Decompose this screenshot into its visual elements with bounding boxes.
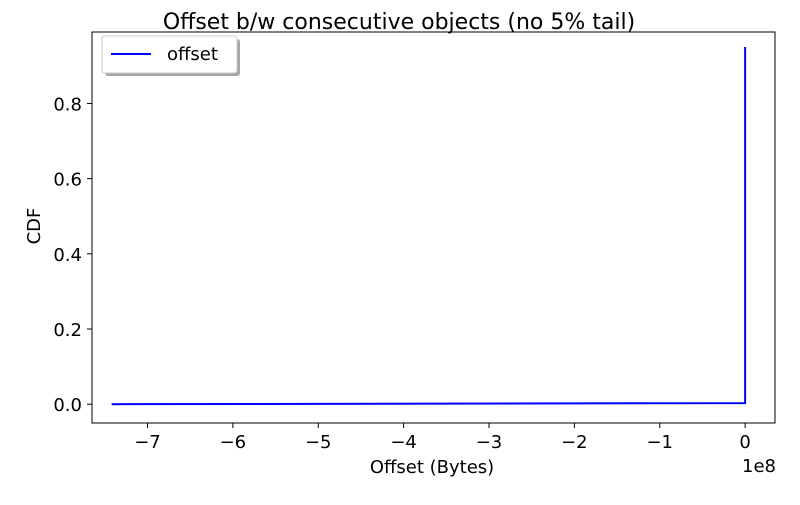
x-tick-label: −1 — [646, 432, 673, 453]
chart-title: Offset b/w consecutive objects (no 5% ta… — [163, 10, 635, 35]
x-tick-label: −7 — [134, 432, 161, 453]
y-axis-label: CDF — [24, 208, 45, 245]
legend-label-offset: offset — [167, 44, 218, 65]
x-tick-label: −2 — [561, 432, 588, 453]
x-tick-label: 0 — [739, 432, 750, 453]
y-tick-label: 0.8 — [53, 94, 82, 115]
x-tick-label: −3 — [476, 432, 503, 453]
x-tick-label: −4 — [390, 432, 417, 453]
x-axis-label: Offset (Bytes) — [370, 457, 494, 478]
x-tick-label: −6 — [220, 432, 247, 453]
x-tick-label: −5 — [305, 432, 332, 453]
legend-box — [101, 35, 238, 74]
y-tick-label: 0.4 — [53, 245, 82, 266]
series-line-offset — [111, 47, 747, 406]
plot-area — [91, 31, 776, 424]
y-tick-label: 0.0 — [53, 395, 82, 416]
legend: offset — [101, 35, 240, 76]
y-axis: 0.0 0.2 0.4 0.6 0.8 — [53, 94, 92, 416]
plot-frame — [91, 31, 776, 424]
y-tick-label: 0.2 — [53, 320, 82, 341]
x-axis-scale-label: 1e8 — [742, 456, 776, 477]
x-axis: −7 −6 −5 −4 −3 −2 −1 0 — [134, 423, 751, 453]
y-tick-label: 0.6 — [53, 170, 82, 191]
